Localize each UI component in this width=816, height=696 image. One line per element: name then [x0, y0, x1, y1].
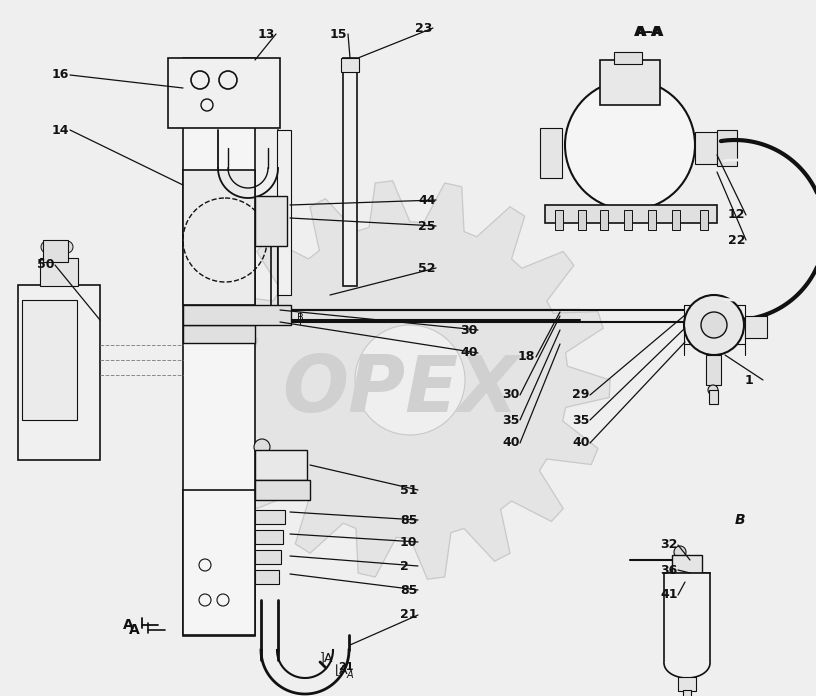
Text: 35: 35	[572, 413, 589, 427]
Text: 2: 2	[400, 560, 409, 573]
Bar	[678, 677, 696, 691]
Bar	[168, 58, 280, 128]
Bar	[600, 60, 660, 105]
Circle shape	[51, 241, 63, 253]
Bar	[183, 305, 291, 325]
Text: OPEX: OPEX	[282, 352, 518, 428]
Bar	[555, 210, 563, 230]
Bar	[695, 132, 717, 164]
Text: 21: 21	[400, 608, 418, 622]
Circle shape	[254, 439, 270, 455]
Text: 30: 30	[502, 388, 519, 402]
Bar	[255, 480, 310, 500]
Bar	[706, 355, 721, 385]
Text: 30: 30	[460, 324, 477, 336]
Text: 35: 35	[502, 413, 519, 427]
Bar	[540, 128, 562, 178]
Text: 12: 12	[728, 209, 746, 221]
Bar	[183, 58, 255, 636]
Text: 51: 51	[400, 484, 418, 496]
Text: 32: 32	[660, 539, 677, 551]
Bar	[343, 58, 357, 286]
Text: 41: 41	[660, 589, 677, 601]
Bar	[255, 196, 287, 246]
Bar	[22, 300, 77, 420]
Text: A: A	[347, 670, 353, 680]
Text: A–A: A–A	[636, 25, 664, 39]
Bar	[277, 130, 291, 295]
Text: A–A: A–A	[634, 25, 663, 39]
Bar	[648, 210, 656, 230]
Text: 22: 22	[728, 233, 746, 246]
Text: 52: 52	[418, 262, 436, 274]
Text: 29: 29	[572, 388, 589, 402]
Bar	[709, 390, 718, 404]
Text: B: B	[734, 513, 745, 527]
Text: 15: 15	[330, 28, 348, 40]
Polygon shape	[664, 663, 710, 678]
Text: 23: 23	[415, 22, 432, 35]
Circle shape	[684, 295, 744, 355]
Bar	[600, 210, 608, 230]
Text: B: B	[297, 313, 304, 323]
Text: A: A	[129, 623, 140, 637]
Bar	[255, 510, 285, 524]
Circle shape	[61, 241, 73, 253]
Text: 44: 44	[418, 193, 436, 207]
Circle shape	[355, 325, 465, 435]
Bar	[545, 205, 717, 223]
Text: 18: 18	[518, 351, 535, 363]
Circle shape	[701, 312, 727, 338]
Bar	[672, 555, 702, 573]
Bar	[255, 530, 283, 544]
Bar	[745, 316, 767, 338]
Text: 21: 21	[339, 662, 354, 672]
Bar	[614, 52, 642, 64]
Bar	[672, 210, 680, 230]
Bar	[183, 325, 255, 343]
Text: $\lfloor$A: $\lfloor$A	[335, 662, 350, 678]
Circle shape	[565, 80, 695, 210]
Bar	[624, 210, 632, 230]
Text: 36: 36	[660, 564, 677, 576]
Circle shape	[674, 546, 686, 558]
Bar	[40, 258, 78, 286]
Bar	[183, 490, 255, 635]
Text: 25: 25	[418, 219, 436, 232]
Text: 13: 13	[258, 28, 275, 40]
Text: $\rceil$A: $\rceil$A	[319, 650, 335, 665]
Bar	[341, 58, 359, 72]
Bar	[18, 285, 100, 460]
Text: 10: 10	[400, 535, 418, 548]
Text: 1: 1	[745, 374, 754, 386]
Text: 85: 85	[400, 514, 417, 526]
Bar	[255, 570, 279, 584]
Polygon shape	[210, 181, 610, 579]
Text: 16: 16	[52, 68, 69, 81]
Text: A: A	[122, 618, 133, 632]
Bar	[664, 573, 710, 663]
Bar	[683, 690, 691, 696]
Text: 85: 85	[400, 583, 417, 596]
Bar	[43, 240, 68, 262]
Text: 40: 40	[460, 347, 477, 360]
Bar	[255, 550, 281, 564]
Bar	[717, 130, 737, 166]
Text: 50: 50	[37, 258, 55, 271]
Circle shape	[708, 385, 718, 395]
Bar	[700, 210, 708, 230]
Text: 40: 40	[572, 436, 589, 450]
Circle shape	[41, 241, 53, 253]
Bar	[578, 210, 586, 230]
Text: 40: 40	[502, 436, 520, 450]
Text: 14: 14	[52, 123, 69, 136]
Bar	[255, 450, 307, 480]
Bar	[183, 170, 255, 305]
